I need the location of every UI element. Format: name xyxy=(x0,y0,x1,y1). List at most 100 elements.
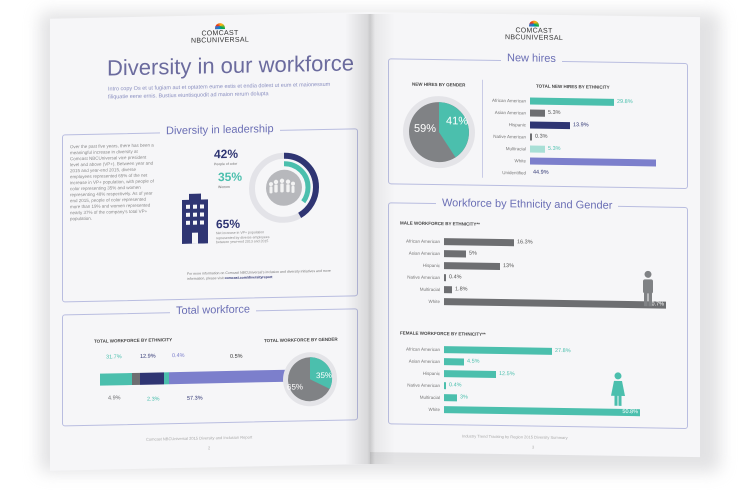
new-hires-gender-pie xyxy=(403,96,475,169)
pct-asian-american: 12.9% xyxy=(140,353,156,360)
brand-line2: NBCUNIVERSAL xyxy=(504,34,564,43)
f-label: Multiracial xyxy=(419,394,440,400)
nh-value: 44.9% xyxy=(533,169,549,176)
m-label: Multiracial xyxy=(419,286,440,292)
pct-african-american: 31.7% xyxy=(106,354,122,361)
total-gender-male-pct: 65% xyxy=(287,382,304,392)
pct-hispanic-2: 2.3% xyxy=(147,396,160,403)
female-eth-chart: African American 27.8% Asian American 4.5%… xyxy=(380,342,680,419)
nh-label: Native American xyxy=(493,133,526,139)
nh-label: Multiracial xyxy=(505,145,526,151)
m-value: 0.4% xyxy=(449,274,462,281)
total-workforce-title: Total workforce xyxy=(170,303,256,318)
segment-asian-american xyxy=(140,372,164,385)
pie-female xyxy=(439,102,469,158)
f-bar: 50.8% xyxy=(444,405,640,416)
f-label: Native American xyxy=(407,382,440,388)
stat-net-increase-label: Net increase in VP+ population represent… xyxy=(216,230,270,245)
nh-value: 13.9% xyxy=(573,122,589,129)
m-value: 5% xyxy=(469,250,477,257)
nh-label: Unidentified xyxy=(502,169,526,175)
right-footer: Industry Trend Tracking by Region 2015 D… xyxy=(462,433,568,441)
segment-hispanic xyxy=(132,372,140,385)
f-value: 50.8% xyxy=(622,408,638,415)
f-bar xyxy=(444,369,496,378)
leadership-title: Diversity in leadership xyxy=(160,122,280,138)
leadership-body: Over the past five years, there has been… xyxy=(70,142,154,222)
brand-line2: NBCUNIVERSAL xyxy=(190,36,250,45)
left-footer: Comcast NBCUniversal 2015 Diversity and … xyxy=(146,434,253,442)
nh-bar xyxy=(530,157,656,166)
segment-african-american xyxy=(100,372,132,386)
nh-value: 0.3% xyxy=(535,133,548,140)
m-value: 13% xyxy=(503,263,515,270)
m-label: White xyxy=(428,298,440,304)
new-hires-gender-heading: NEW HIRES BY GENDER xyxy=(412,81,466,88)
new-hires-eth-chart: African American 29.8% Asian American 5.3%… xyxy=(466,94,676,181)
new-hires-female-pct: 41% xyxy=(446,115,469,128)
male-eth-chart: African American 16.3% Asian American 5% H… xyxy=(380,234,680,311)
right-page: COMCAST NBCUNIVERSAL New hires NEW HIRES… xyxy=(370,12,700,458)
brand-logo-right: COMCAST NBCUNIVERSAL xyxy=(504,20,564,42)
left-page-number: 2 xyxy=(208,445,211,451)
stat-women: 35% xyxy=(218,169,243,185)
male-figure-icon xyxy=(643,270,653,307)
peacock-icon xyxy=(529,20,539,27)
ring-people-of-color xyxy=(249,152,319,223)
f-bar xyxy=(444,393,457,401)
f-label: Asian American xyxy=(408,358,440,364)
leadership-ring-chart xyxy=(249,152,319,223)
m-value: 16.3% xyxy=(517,239,533,246)
stat-people-of-color-label: People of color xyxy=(214,161,238,167)
nh-value: 5.3% xyxy=(548,109,561,116)
new-hires-male-pct: 59% xyxy=(414,122,437,136)
intro-text: Intro copy Os et ut fugiam aut et optate… xyxy=(108,81,331,101)
f-value: 12.5% xyxy=(499,371,515,378)
nh-bar xyxy=(530,145,545,153)
nh-bar xyxy=(530,109,545,117)
nh-bar xyxy=(530,121,570,129)
nh-value: 5.3% xyxy=(548,145,561,152)
m-bar xyxy=(444,237,514,246)
f-bar xyxy=(444,381,446,389)
nh-label: White xyxy=(514,157,526,163)
f-label: White xyxy=(428,406,440,412)
nh-label: Asian American xyxy=(494,109,526,115)
nh-label: African American xyxy=(491,97,526,103)
nh-bar xyxy=(530,133,532,141)
people-group-icon xyxy=(269,178,295,194)
segment-white xyxy=(169,369,288,385)
right-page-number: 3 xyxy=(532,444,535,450)
page-title: Diversity in our workforce xyxy=(107,50,354,81)
total-gender-female-pct: 35% xyxy=(316,370,333,381)
m-label: Hispanic xyxy=(422,262,440,268)
f-value: 4.5% xyxy=(467,358,480,365)
f-value: 0.4% xyxy=(449,382,462,389)
m-label: African American xyxy=(405,238,440,244)
ring-center xyxy=(266,169,302,206)
stat-net-increase: 65% xyxy=(216,216,241,232)
m-value: 1.8% xyxy=(455,286,468,293)
pct-white: 57.3% xyxy=(187,395,203,402)
f-bar xyxy=(444,345,552,355)
f-value: 3% xyxy=(460,394,468,401)
total-gender-pie xyxy=(283,352,337,407)
pct-native-american: 0.4% xyxy=(172,352,185,360)
pct-hispanic: 4.9% xyxy=(108,395,121,402)
m-bar xyxy=(444,273,446,281)
diversity-report-link[interactable]: comcast.com/diversityreport xyxy=(224,275,273,281)
brand-logo-left: COMCAST NBCUNIVERSAL xyxy=(190,23,250,45)
left-page: COMCAST NBCUNIVERSAL Diversity in our wo… xyxy=(50,12,370,471)
m-bar xyxy=(444,249,466,258)
ring-women xyxy=(257,161,311,215)
m-label: Asian American xyxy=(408,250,440,256)
f-bar xyxy=(444,357,464,365)
peacock-icon xyxy=(215,23,225,30)
new-hires-title: New hires xyxy=(501,52,562,66)
m-label: Native American xyxy=(407,274,440,280)
m-bar xyxy=(444,285,452,293)
m-bar xyxy=(444,261,500,270)
nh-label: Hispanic xyxy=(508,121,526,127)
office-building-icon xyxy=(182,193,208,244)
stat-people-of-color: 42% xyxy=(214,146,239,162)
